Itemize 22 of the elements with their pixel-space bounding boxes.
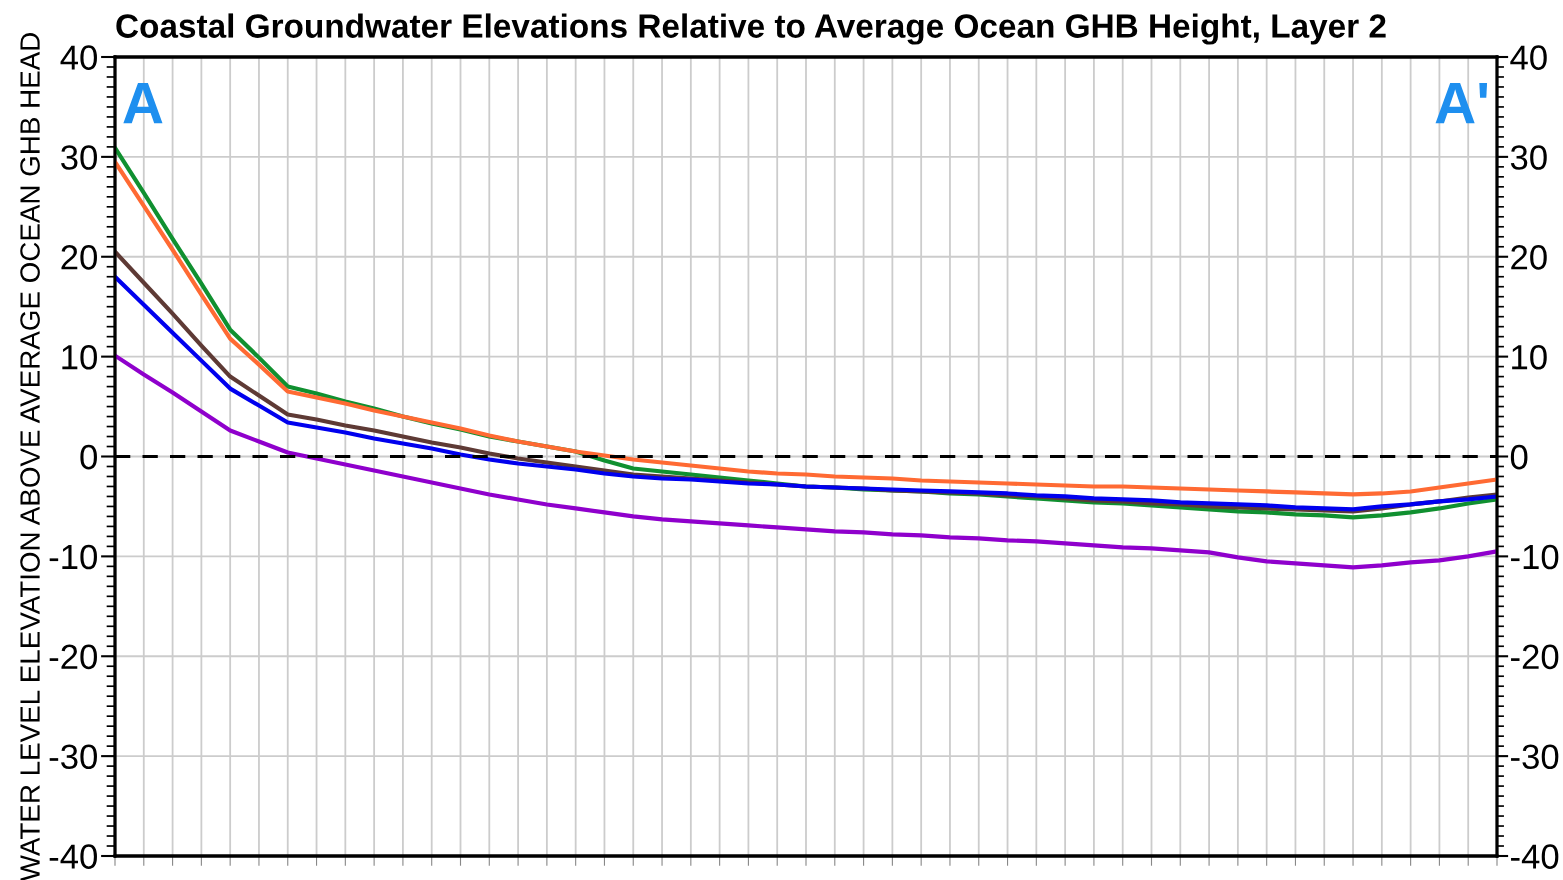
y-tick-label: 10 bbox=[62, 344, 97, 370]
y2-tick-label: -10 bbox=[1511, 544, 1559, 570]
y2-tick-label: 20 bbox=[1511, 245, 1547, 270]
y2-tick-label: -30 bbox=[1511, 744, 1559, 770]
y2-tick-label: -40 bbox=[1511, 844, 1559, 869]
y2-tick-label: -20 bbox=[1511, 644, 1559, 670]
annotation: A bbox=[123, 83, 163, 124]
y-tick-label: 40 bbox=[60, 45, 97, 70]
y-tick-label: 30 bbox=[61, 145, 97, 170]
y-tick-label: 20 bbox=[61, 245, 97, 270]
y-tick-label: 0 bbox=[80, 444, 97, 470]
y-tick-label: -30 bbox=[49, 744, 97, 770]
y2-tick-label: 40 bbox=[1510, 45, 1547, 70]
annotation: A' bbox=[1435, 83, 1488, 124]
y-tick-label: -10 bbox=[49, 544, 97, 570]
line-series bbox=[115, 353, 1497, 570]
y2-tick-label: 30 bbox=[1510, 145, 1547, 170]
y2-tick-label: 10 bbox=[1512, 344, 1547, 370]
chart-title: Coastal Groundwater Elevations Relative to Average Ocean GHB Height, Layer 2 bbox=[116, 13, 1386, 45]
y-tick-label: -20 bbox=[49, 644, 97, 670]
y-tick-label: -40 bbox=[49, 844, 97, 869]
y2-tick-label: 0 bbox=[1510, 444, 1528, 470]
